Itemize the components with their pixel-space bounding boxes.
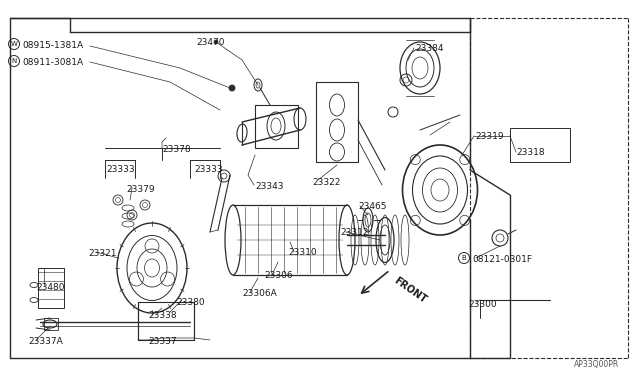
Text: 23337A: 23337A	[28, 337, 63, 346]
Text: 23322: 23322	[312, 178, 340, 187]
Text: 23470: 23470	[196, 38, 225, 47]
Text: 23338: 23338	[148, 311, 177, 320]
Text: 08911-3081A: 08911-3081A	[22, 58, 83, 67]
Text: 23480: 23480	[36, 283, 65, 292]
Text: 23312: 23312	[340, 228, 369, 237]
Text: 23321: 23321	[88, 249, 116, 258]
Text: 23318: 23318	[516, 148, 545, 157]
Text: 08121-0301F: 08121-0301F	[472, 255, 532, 264]
Bar	[44, 318, 58, 330]
Text: 23300: 23300	[468, 300, 497, 309]
Bar	[510, 128, 570, 162]
Text: 23384: 23384	[415, 44, 444, 53]
Text: FRONT: FRONT	[392, 275, 428, 305]
Bar	[38, 268, 64, 308]
Text: 23379: 23379	[126, 185, 155, 194]
Text: 23378: 23378	[162, 145, 191, 154]
Text: 23310: 23310	[288, 248, 317, 257]
Text: 23343: 23343	[255, 182, 284, 191]
Bar	[255, 105, 298, 148]
Text: 23333: 23333	[194, 165, 223, 174]
Text: 23465: 23465	[358, 202, 387, 211]
Bar	[138, 302, 194, 340]
Text: 23337: 23337	[148, 337, 177, 346]
Bar	[316, 82, 358, 162]
Text: 23319: 23319	[475, 132, 504, 141]
Text: 08915-1381A: 08915-1381A	[22, 41, 83, 50]
Text: B: B	[461, 255, 467, 261]
Text: 23380: 23380	[176, 298, 205, 307]
Text: 23306: 23306	[264, 271, 292, 280]
Circle shape	[229, 85, 235, 91]
Circle shape	[214, 40, 218, 44]
Text: 23333: 23333	[106, 165, 134, 174]
Text: AP33Q00PR: AP33Q00PR	[574, 360, 620, 369]
Text: W: W	[11, 41, 17, 47]
Text: 23306A: 23306A	[242, 289, 276, 298]
Text: N: N	[12, 58, 17, 64]
